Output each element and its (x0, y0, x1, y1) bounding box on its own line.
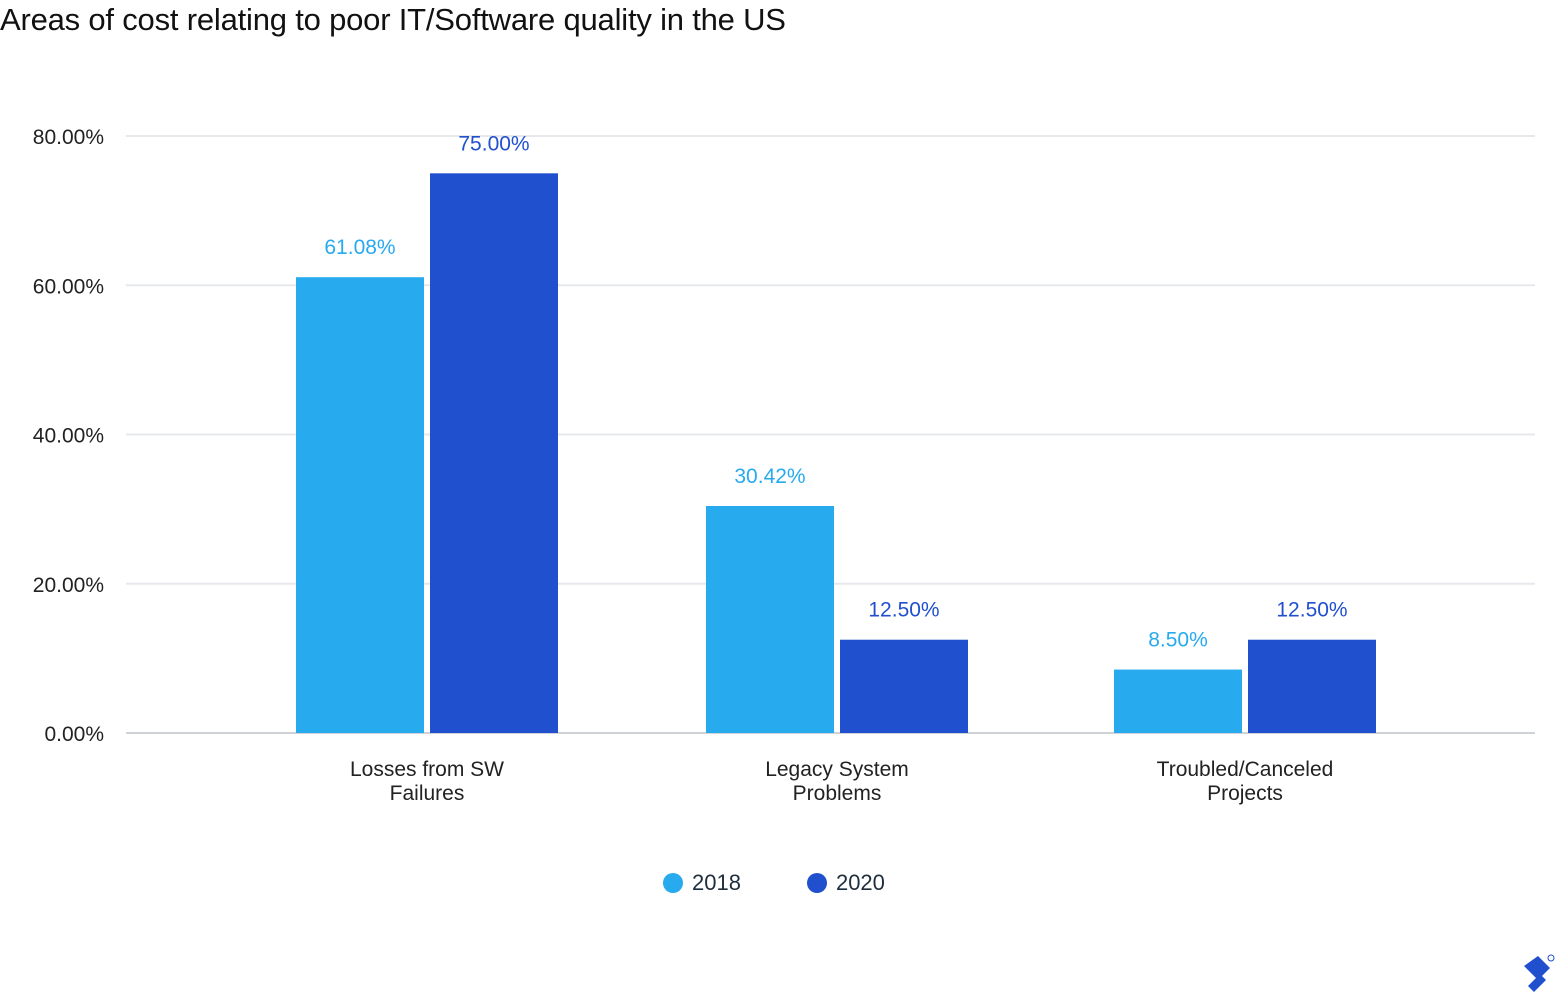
bar-2020[interactable] (840, 639, 968, 733)
x-tick-label: Problems (793, 782, 882, 805)
data-label: 8.50% (1148, 629, 1208, 652)
data-label: 12.50% (868, 599, 939, 622)
legend-dot-icon (806, 873, 827, 893)
x-tick-label: Troubled/Canceled (1157, 758, 1334, 781)
y-axis-ticks: 0.00% 20.00% 40.00% 60.00% 80.00% (33, 126, 104, 746)
y-tick-label: 20.00% (33, 574, 104, 597)
bar-2020[interactable] (1248, 639, 1376, 733)
data-labels: 61.08% 75.00% 30.42% 12.50% 8.50% 12.50% (324, 132, 1347, 651)
bar-2018[interactable] (1114, 669, 1242, 733)
legend-item-2020[interactable]: 2020 (806, 870, 885, 896)
bar-2020[interactable] (430, 173, 558, 733)
y-tick-label: 80.00% (33, 126, 104, 149)
legend-label: 2020 (835, 870, 885, 895)
y-tick-label: 40.00% (33, 425, 104, 448)
data-label: 12.50% (1276, 599, 1347, 622)
legend-item-2018[interactable]: 2018 (663, 870, 741, 896)
x-tick-label: Legacy System (765, 758, 909, 781)
legend: 2018 2020 (663, 870, 885, 896)
toptal-logo-icon (1524, 954, 1555, 992)
legend-dot-icon (663, 873, 683, 893)
bars (296, 173, 1376, 733)
x-tick-label: Projects (1207, 782, 1283, 805)
x-tick-label: Losses from SW (350, 758, 504, 781)
data-label: 30.42% (734, 465, 805, 488)
bar-2018[interactable] (706, 505, 834, 733)
legend-label: 2018 (692, 870, 741, 895)
bar-2018[interactable] (296, 277, 424, 733)
x-tick-label: Failures (390, 782, 465, 805)
y-tick-label: 0.00% (44, 723, 104, 746)
data-label: 75.00% (458, 132, 529, 155)
data-label: 61.08% (324, 236, 395, 259)
y-tick-label: 60.00% (33, 275, 104, 298)
chart-title: Areas of cost relating to poor IT/Softwa… (0, 2, 786, 37)
